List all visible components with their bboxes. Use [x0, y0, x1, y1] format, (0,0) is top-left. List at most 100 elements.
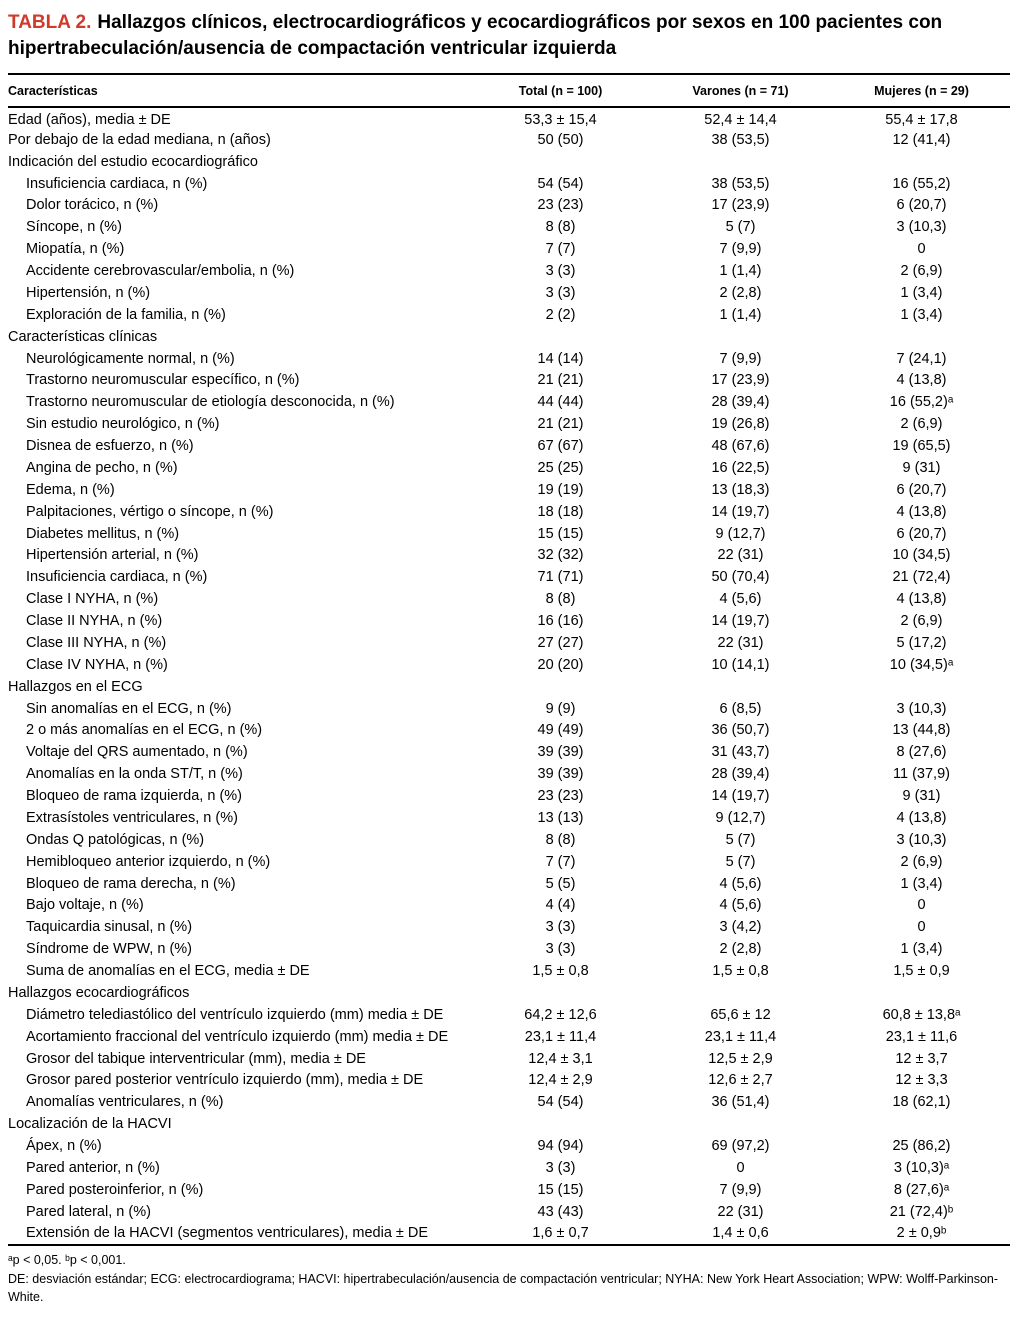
cell-value: 2 ± 0,9ᵇ [896, 1225, 947, 1242]
cell-value: 69 (97,2) [711, 1138, 770, 1155]
cell-value: 23,1 ± 11,4 [704, 1028, 777, 1045]
cell-value: 12 ± 3,7 [895, 1050, 948, 1067]
cell-value: 2 (2) [545, 306, 576, 323]
cell-value: 11 (37,9) [893, 766, 950, 783]
cell-value: 17 (23,9) [711, 372, 770, 389]
table-row: Clase III NYHA, n (%) 27 (27) 22 (31) 5 (17… [8, 632, 1010, 654]
cell-value [833, 326, 1010, 348]
table-row: Clase IV NYHA, n (%) 20 (20) 10 (14,1) 10 (… [8, 654, 1010, 676]
table-row: Clase II NYHA, n (%) 16 (16) 14 (19,7) 2 (6… [8, 610, 1010, 632]
cell-value [473, 326, 648, 348]
cell-value: 71 (71) [537, 569, 584, 586]
cell-value [473, 151, 648, 173]
row-label: Miopatía, n (%) [26, 241, 125, 258]
cell-value: 27 (27) [537, 634, 584, 651]
table-row: Angina de pecho, n (%) 25 (25) 16 (22,5) 9 … [8, 457, 1010, 479]
row-label: Pared lateral, n (%) [26, 1203, 151, 1220]
row-label: Ondas Q patológicas, n (%) [26, 831, 205, 848]
cell-value: 21 (72,4) [892, 569, 951, 586]
section-row: Características clínicas [8, 326, 1010, 348]
table-row: Insuficiencia cardiaca, n (%) 54 (54) 38 (… [8, 173, 1010, 195]
footnote-abbreviations: DE: desviación estándar; ECG: electrocar… [8, 1271, 999, 1304]
cell-value: 9 (9) [545, 700, 576, 717]
row-label: Dolor torácico, n (%) [26, 197, 159, 214]
cell-value [833, 151, 1010, 173]
cell-value: 3 (10,3) [896, 219, 947, 236]
row-label: Anomalías en la onda ST/T, n (%) [26, 766, 243, 783]
cell-value: 14 (19,7) [711, 788, 770, 805]
row-label: Hipertensión, n (%) [26, 284, 151, 301]
cell-value: 16 (55,2) [892, 175, 951, 192]
row-label: Diabetes mellitus, n (%) [26, 525, 180, 542]
cell-value: 21 (72,4)ᵇ [889, 1203, 954, 1220]
cell-value: 15 (15) [537, 1181, 584, 1198]
table-row: Síncope, n (%) 8 (8) 5 (7) 3 (10,3) [8, 216, 1010, 238]
cell-value: 55,4 ± 17,8 [885, 111, 958, 128]
cell-value: 2 (6,9) [900, 853, 943, 870]
cell-value: 50 (70,4) [711, 569, 770, 586]
cell-value: 7 (9,9) [719, 241, 762, 258]
cell-value: 4 (5,6) [719, 591, 762, 608]
row-label: Por debajo de la edad mediana, n (años) [8, 131, 271, 148]
cell-value: 39 (39) [537, 766, 584, 783]
row-label: Bloqueo de rama derecha, n (%) [26, 875, 236, 892]
cell-value: 28 (39,4) [711, 766, 770, 783]
table-row: Trastorno neuromuscular de etiología des… [8, 391, 1010, 413]
cell-value: 19 (65,5) [892, 438, 951, 455]
table-row: Grosor pared posterior ventrículo izquie… [8, 1070, 1010, 1092]
table-row: Hipertensión arterial, n (%) 32 (32) 22 (3… [8, 545, 1010, 567]
cell-value [473, 982, 648, 1004]
cell-value: 3 (3) [545, 263, 576, 280]
cell-value: 39 (39) [537, 744, 584, 761]
section-label: Indicación del estudio ecocardiográfico [8, 153, 258, 170]
section-label: Características clínicas [8, 328, 158, 345]
cell-value: 1 (3,4) [900, 875, 943, 892]
cell-value: 4 (13,8) [896, 503, 947, 520]
cell-value: 1 (1,4) [719, 263, 762, 280]
cell-value: 9 (12,7) [715, 525, 766, 542]
col-header-caracteristicas: Características [8, 74, 473, 108]
cell-value: 6 (8,5) [719, 700, 762, 717]
cell-value: 0 [917, 897, 926, 914]
cell-value: 28 (39,4) [711, 394, 770, 411]
row-label: Diámetro telediastólico del ventrículo i… [26, 1006, 444, 1023]
cell-value: 1 (3,4) [900, 306, 943, 323]
cell-value: 22 (31) [717, 634, 764, 651]
cell-value: 67 (67) [537, 438, 584, 455]
cell-value: 5 (7) [725, 219, 756, 236]
cell-value: 4 (5,6) [719, 897, 762, 914]
row-label: Edema, n (%) [26, 481, 115, 498]
section-row: Hallazgos ecocardiográficos [8, 982, 1010, 1004]
cell-value: 48 (67,6) [711, 438, 770, 455]
cell-value: 14 (14) [537, 350, 584, 367]
cell-value [648, 326, 833, 348]
row-label: Palpitaciones, vértigo o síncope, n (%) [26, 503, 274, 520]
cell-value: 5 (7) [725, 831, 756, 848]
table-row: Diámetro telediastólico del ventrículo i… [8, 1004, 1010, 1026]
row-label: Sin anomalías en el ECG, n (%) [26, 700, 232, 717]
cell-value: 18 (62,1) [892, 1094, 951, 1111]
table-row: Bloqueo de rama derecha, n (%) 5 (5) 4 (5,… [8, 873, 1010, 895]
cell-value: 64,2 ± 12,6 [524, 1006, 597, 1023]
table-row: Extrasístoles ventriculares, n (%) 13 (13… [8, 807, 1010, 829]
cell-value: 0 [917, 919, 926, 936]
table-row: Anomalías en la onda ST/T, n (%) 39 (39) 2… [8, 763, 1010, 785]
cell-value: 54 (54) [537, 175, 584, 192]
cell-value: 5 (7) [725, 853, 756, 870]
row-label: Clase IV NYHA, n (%) [26, 656, 168, 673]
cell-value: 12,4 ± 3,1 [528, 1050, 593, 1067]
row-label: Accidente cerebrovascular/embolia, n (%) [26, 263, 295, 280]
cell-value: 2 (2,8) [719, 941, 762, 958]
row-label: Extensión de la HACVI (segmentos ventric… [26, 1225, 429, 1242]
cell-value: 9 (31) [902, 788, 941, 805]
table-row: Pared posteroinferior, n (%) 15 (15) 7 (9,… [8, 1179, 1010, 1201]
cell-value: 22 (31) [717, 1203, 764, 1220]
row-label: Anomalías ventriculares, n (%) [26, 1094, 224, 1111]
cell-value: 38 (53,5) [711, 131, 770, 148]
table-row: Diabetes mellitus, n (%) 15 (15) 9 (12,7) 6… [8, 523, 1010, 545]
table-row: Insuficiencia cardiaca, n (%) 71 (71) 50 (… [8, 566, 1010, 588]
cell-value: 14 (19,7) [711, 613, 770, 630]
cell-value: 3 (4,2) [719, 919, 762, 936]
cell-value: 21 (21) [537, 416, 584, 433]
